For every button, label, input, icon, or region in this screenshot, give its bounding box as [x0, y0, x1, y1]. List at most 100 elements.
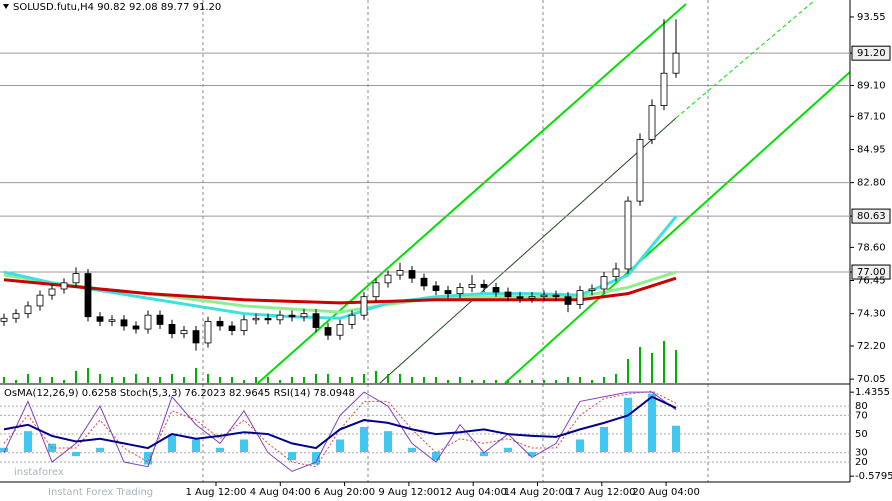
candle-body — [528, 296, 536, 299]
y-tick-label: 72.20 — [857, 341, 886, 352]
candle-body — [396, 270, 404, 276]
oscillator-line — [3, 395, 677, 450]
candle-body — [444, 290, 452, 295]
candle-body — [672, 52, 680, 74]
osma-bar — [528, 451, 536, 457]
osc-tick-label: 80 — [855, 401, 868, 412]
menu-arrow[interactable] — [3, 4, 9, 9]
candle-body — [576, 290, 584, 305]
candle-body — [72, 273, 80, 284]
candle-body — [36, 294, 44, 307]
candle-body — [288, 314, 296, 318]
candle-body — [192, 330, 200, 344]
candle-body — [228, 325, 236, 331]
candle-body — [96, 316, 104, 322]
price-label-box — [851, 45, 891, 61]
period-separators — [202, 0, 709, 482]
candle-body — [24, 305, 32, 315]
candle-body — [504, 291, 512, 298]
moving-average — [3, 276, 677, 305]
y-tick-label: 78.60 — [857, 242, 886, 253]
osma-bar — [144, 451, 152, 465]
candle-body — [264, 317, 272, 321]
candle-body — [516, 296, 524, 299]
candle-body — [360, 296, 368, 316]
y-tick-label: 82.80 — [857, 178, 886, 189]
osma-bar — [336, 439, 344, 452]
candle-body — [588, 288, 596, 291]
candle-body — [552, 294, 560, 298]
y-tick-label: 74.30 — [857, 309, 886, 320]
candle-body — [612, 268, 620, 278]
candle-body — [420, 277, 428, 287]
y-tick-label: 93.55 — [857, 12, 886, 23]
candle-body — [180, 330, 188, 335]
x-tick-label: 17 Aug 12:00 — [568, 487, 635, 498]
y-tick-label: 91.20 — [857, 48, 886, 59]
candle-body — [336, 324, 344, 336]
candle-body — [300, 313, 308, 318]
osma-bar — [72, 451, 80, 457]
candle-body — [252, 317, 260, 321]
osma-bar — [312, 451, 320, 465]
channel-lines — [257, 0, 851, 384]
osc-tick-label: 70 — [855, 410, 868, 421]
candle-body — [324, 327, 332, 336]
header: SOLUSD.futu,H4 90.82 92.08 89.77 91.20 — [13, 2, 221, 13]
candle-body — [480, 283, 488, 288]
osma-tick-label: 1.4355 — [855, 387, 890, 398]
candle-body — [144, 314, 152, 330]
y-tick-label: 80.63 — [857, 211, 886, 222]
y-tick-label: 70.05 — [857, 374, 886, 385]
osma-bar — [96, 447, 104, 452]
candle-body — [132, 325, 140, 330]
candle-body — [540, 294, 548, 298]
candle-body — [276, 314, 284, 321]
x-tick-label: 20 Aug 04:00 — [632, 487, 699, 498]
candle-body — [60, 282, 68, 290]
osma-bar — [624, 397, 632, 452]
osc-tick-label: 50 — [855, 429, 868, 440]
candle-body — [624, 200, 632, 270]
candle-body — [12, 313, 20, 319]
osma-bar — [648, 393, 656, 452]
osma-bar — [600, 426, 608, 452]
watermark-brand: instaforex — [14, 467, 64, 478]
osma-bar — [24, 431, 32, 452]
x-tick-label: 14 Aug 20:00 — [504, 487, 571, 498]
candle-body — [648, 105, 656, 140]
watermark-slogan: Instant Forex Trading — [48, 487, 153, 498]
x-tick-label: 1 Aug 12:00 — [185, 487, 246, 498]
candle-body — [216, 320, 224, 327]
candle-body — [84, 273, 92, 318]
candle-body — [372, 282, 380, 298]
osma-bar — [480, 451, 488, 457]
candle-body — [432, 285, 440, 291]
moving-average — [3, 215, 678, 320]
candle-body — [348, 314, 356, 325]
candle-body — [108, 319, 116, 322]
osma-bar — [408, 447, 416, 452]
x-tick-label: 6 Aug 20:00 — [314, 487, 375, 498]
y-tick-label: 89.10 — [857, 81, 886, 92]
candle-body — [564, 296, 572, 305]
candle-body — [312, 313, 320, 328]
candle-body — [660, 72, 668, 106]
osma-bar — [504, 447, 512, 452]
osma-bar — [168, 435, 176, 452]
x-tick-label: 9 Aug 12:00 — [378, 487, 439, 498]
indicator-label: OsMA(12,26,9) 0.6258 Stoch(5,3,3) 76.202… — [4, 388, 355, 399]
osma-bar — [216, 447, 224, 452]
candle-body — [408, 270, 416, 279]
candle-body — [240, 319, 248, 331]
oscillator-line — [3, 391, 677, 472]
y-tick-label: 76.45 — [857, 276, 886, 287]
candle-body — [120, 319, 128, 327]
osc-tick-label: 20 — [855, 457, 868, 468]
candle-body — [636, 139, 644, 202]
candle-body — [0, 317, 8, 322]
osma-bar — [0, 447, 8, 452]
osma-bar — [240, 439, 248, 452]
